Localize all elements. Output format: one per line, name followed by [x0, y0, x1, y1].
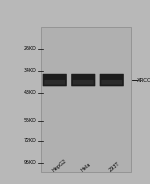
Text: Hela: Hela [80, 162, 92, 173]
Text: 95KD: 95KD [24, 160, 37, 165]
Text: 72KD: 72KD [24, 138, 37, 143]
Text: 43KD: 43KD [24, 90, 37, 95]
Text: 55KD: 55KD [24, 118, 37, 123]
Text: 26KD: 26KD [24, 46, 37, 51]
Text: 293T: 293T [109, 161, 121, 173]
FancyBboxPatch shape [43, 74, 67, 86]
FancyBboxPatch shape [44, 80, 65, 85]
Text: HepG2: HepG2 [52, 158, 68, 173]
FancyBboxPatch shape [100, 74, 124, 86]
FancyBboxPatch shape [71, 74, 95, 86]
Text: XRCC3: XRCC3 [137, 77, 150, 83]
Bar [40, 27, 130, 172]
FancyBboxPatch shape [101, 80, 122, 85]
FancyBboxPatch shape [73, 80, 94, 85]
Text: 34KD: 34KD [24, 68, 37, 73]
